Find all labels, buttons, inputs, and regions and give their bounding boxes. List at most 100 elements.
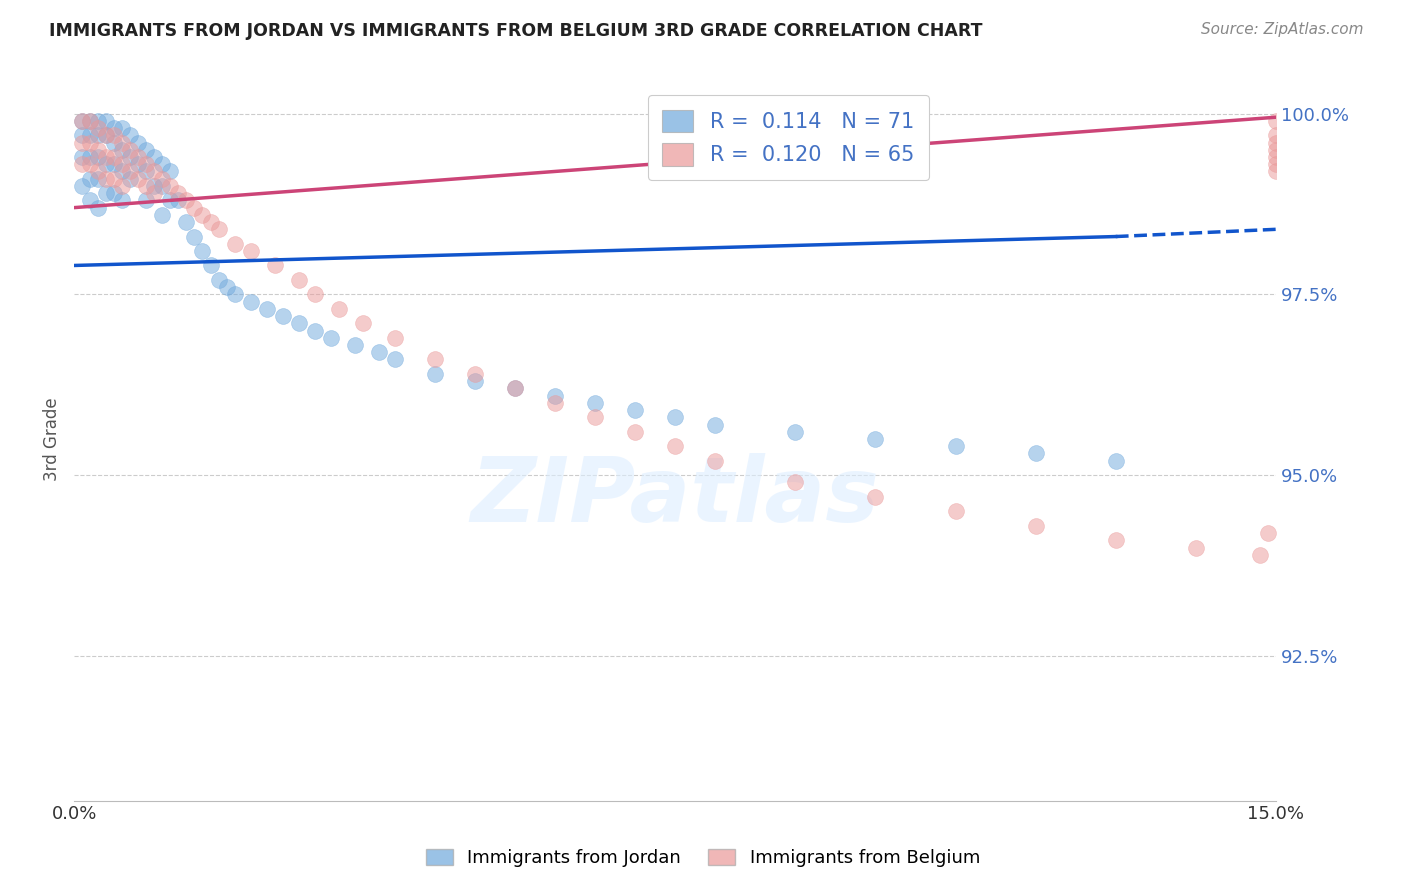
Text: IMMIGRANTS FROM JORDAN VS IMMIGRANTS FROM BELGIUM 3RD GRADE CORRELATION CHART: IMMIGRANTS FROM JORDAN VS IMMIGRANTS FRO… [49, 22, 983, 40]
Point [87, 143, 110, 157]
Point [287, 316, 309, 330]
Point [664, 439, 686, 453]
Point [135, 143, 157, 157]
Point [103, 186, 125, 201]
Point [87, 128, 110, 143]
Point [464, 374, 486, 388]
Point [239, 294, 262, 309]
Point [367, 345, 389, 359]
Point [167, 194, 190, 208]
Point [72, 128, 94, 143]
Point [624, 403, 647, 417]
Point [87, 171, 110, 186]
Point [72, 136, 94, 150]
Point [167, 186, 190, 201]
Point [103, 121, 125, 136]
Point [328, 301, 350, 316]
Point [79, 194, 101, 208]
Point [111, 194, 134, 208]
Text: Source: ZipAtlas.com: Source: ZipAtlas.com [1201, 22, 1364, 37]
Point [120, 143, 142, 157]
Point [704, 417, 727, 432]
Point [127, 171, 149, 186]
Point [583, 396, 606, 410]
Point [79, 150, 101, 164]
Point [79, 157, 101, 171]
Point [945, 439, 967, 453]
Point [945, 504, 967, 518]
Point [72, 157, 94, 171]
Point [304, 287, 326, 301]
Point [263, 259, 285, 273]
Point [384, 331, 406, 345]
Point [103, 128, 125, 143]
Point [1265, 128, 1288, 143]
Point [96, 128, 118, 143]
Point [159, 178, 181, 193]
Point [103, 157, 125, 171]
Point [319, 331, 342, 345]
Point [111, 178, 134, 193]
Point [87, 113, 110, 128]
Point [664, 410, 686, 425]
Point [120, 171, 142, 186]
Point [79, 136, 101, 150]
Point [127, 157, 149, 171]
Point [152, 208, 174, 222]
Point [304, 324, 326, 338]
Point [135, 194, 157, 208]
Point [352, 316, 374, 330]
Point [96, 113, 118, 128]
Point [207, 273, 229, 287]
Point [120, 164, 142, 178]
Point [191, 244, 214, 258]
Point [143, 150, 166, 164]
Point [103, 136, 125, 150]
Point [111, 157, 134, 171]
Point [704, 454, 727, 468]
Point [865, 432, 887, 446]
Point [215, 280, 238, 294]
Point [111, 136, 134, 150]
Point [135, 157, 157, 171]
Point [583, 410, 606, 425]
Point [503, 381, 526, 395]
Point [96, 157, 118, 171]
Point [87, 164, 110, 178]
Point [127, 136, 149, 150]
Point [143, 178, 166, 193]
Point [224, 236, 246, 251]
Point [287, 273, 309, 287]
Point [120, 128, 142, 143]
Text: ZIPatlas: ZIPatlas [471, 453, 880, 541]
Point [1265, 143, 1288, 157]
Point [464, 367, 486, 381]
Point [72, 178, 94, 193]
Point [544, 389, 567, 403]
Point [1105, 454, 1128, 468]
Point [785, 475, 807, 490]
Point [127, 150, 149, 164]
Point [1025, 518, 1047, 533]
Point [79, 128, 101, 143]
Point [152, 157, 174, 171]
Point [200, 259, 222, 273]
Point [183, 229, 205, 244]
Point [152, 171, 174, 186]
Point [72, 113, 94, 128]
Point [785, 425, 807, 439]
Point [87, 150, 110, 164]
Point [1105, 533, 1128, 548]
Y-axis label: 3rd Grade: 3rd Grade [44, 397, 60, 481]
Point [1249, 548, 1271, 562]
Point [135, 178, 157, 193]
Point [143, 164, 166, 178]
Point [1185, 541, 1208, 555]
Point [384, 352, 406, 367]
Point [191, 208, 214, 222]
Point [1265, 164, 1288, 178]
Point [1265, 150, 1288, 164]
Point [87, 201, 110, 215]
Point [103, 171, 125, 186]
Point [503, 381, 526, 395]
